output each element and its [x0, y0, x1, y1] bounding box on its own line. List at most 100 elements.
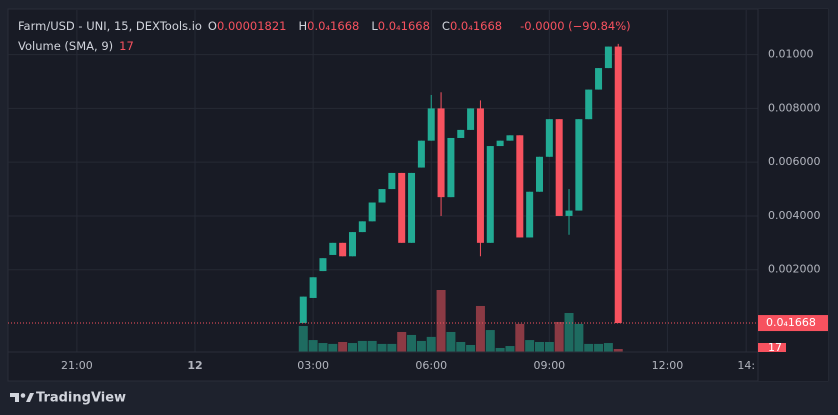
candle-body: [358, 221, 366, 233]
ohlc-item: L0.0₄1668: [371, 19, 436, 33]
volume-bar: [613, 349, 623, 352]
candle-body: [319, 258, 327, 272]
volume-bar: [397, 331, 407, 352]
volume-bar: [347, 343, 357, 352]
legend-row: Farm/USD - UNI, 15, DEXTools.io O0.000018…: [18, 16, 637, 36]
candle-body: [575, 119, 583, 211]
legend-row: Volume (SMA, 9) 17: [18, 36, 637, 56]
last-price-tag: [758, 315, 828, 332]
brand: TradingView: [36, 391, 126, 406]
brand-logo: [10, 393, 34, 402]
candle-body: [339, 242, 347, 257]
ohlc-key: C: [441, 19, 450, 33]
volume-bar: [544, 341, 554, 352]
candle-body: [467, 108, 475, 130]
ohlc-item: C0.0₄1668: [442, 19, 508, 33]
candle-body: [516, 135, 524, 238]
symbol: Farm/USD - UNI, 15, DEXTools.io: [18, 19, 202, 33]
volume-tag-label: 17: [768, 341, 782, 354]
y-tick-label: 0.01000: [768, 48, 814, 61]
volume-tag: [758, 343, 786, 352]
candle-body: [398, 172, 406, 243]
volume-bar: [416, 340, 426, 352]
x-tick-label: 09:00: [533, 359, 565, 372]
candle-body: [545, 119, 553, 157]
volume-bar: [466, 344, 476, 352]
candle-body: [437, 108, 445, 198]
candle-body: [457, 129, 465, 138]
volume-bar: [564, 313, 574, 352]
candle-body: [565, 210, 573, 216]
volume-bar: [603, 343, 613, 352]
volume-bar: [298, 326, 308, 352]
candle-body: [447, 137, 455, 198]
ohlc-value: 0.0₄1668: [307, 19, 360, 33]
candle-body: [427, 108, 435, 141]
volume-bar: [357, 340, 367, 352]
volume-bar: [485, 330, 495, 352]
ohlc-key: H: [298, 19, 308, 33]
volume-bar: [475, 305, 485, 352]
volume-bar: [554, 321, 564, 352]
x-tick-label: 14:: [737, 359, 755, 372]
ohlc-item: H0.0₄1668: [299, 19, 366, 33]
x-tick-label: 06:00: [415, 359, 447, 372]
volume-bar: [338, 341, 348, 352]
volume-bar: [367, 340, 377, 352]
volume-bar: [426, 336, 436, 352]
volume-bar: [495, 347, 505, 352]
ohlc-key: L: [371, 19, 378, 33]
candle-body: [555, 119, 563, 216]
candle-body: [595, 68, 603, 90]
y-tick-label: 0.008000: [768, 101, 821, 114]
volume-bar: [436, 290, 446, 352]
chart-panel: [7, 8, 829, 382]
candle-body: [486, 146, 494, 243]
candle-body: [496, 140, 504, 147]
ohlc-value: 0.00001821: [216, 19, 287, 33]
candle-body: [585, 89, 593, 120]
volume-bar: [328, 343, 338, 352]
candle-body: [614, 46, 622, 324]
candle-body: [368, 202, 376, 222]
x-tick-label: 03:00: [297, 359, 329, 372]
volume-bar: [407, 334, 417, 352]
volume-bar: [574, 323, 584, 352]
y-tick-label: 0.004000: [768, 209, 821, 222]
y-tick-label: 0.002000: [768, 263, 821, 276]
volume-bar: [534, 341, 544, 352]
ohlc: O0.00001821 H0.0₄1668 L0.0₄1668 C0.0₄1668: [208, 19, 514, 33]
candle-body: [476, 108, 484, 243]
candle-body: [329, 242, 337, 255]
candle-body: [388, 172, 396, 190]
volume-bar: [525, 340, 535, 352]
candle-body: [506, 135, 514, 141]
volume-bar: [446, 331, 456, 352]
candle-body: [417, 140, 425, 168]
change: -0.0000 (−90.84%): [520, 19, 631, 33]
volume-bar: [594, 343, 604, 352]
x-tick-label: 12:00: [652, 359, 684, 372]
volume-bar: [377, 343, 387, 352]
ohlc-item: O0.00001821: [208, 19, 293, 33]
candle-body: [378, 189, 386, 203]
candle-body: [526, 191, 534, 238]
candle-body: [408, 172, 416, 243]
plot-area: [8, 43, 758, 352]
y-tick-label: 0.006000: [768, 155, 821, 168]
volume-bar: [318, 343, 328, 352]
volume-value: 17: [119, 39, 134, 53]
candle-body: [535, 156, 543, 192]
candle-body: [299, 296, 307, 324]
grid: [8, 10, 758, 352]
volume-bar: [584, 343, 594, 352]
volume-bar: [456, 341, 466, 352]
volume-bar: [505, 346, 515, 352]
x-tick-label: 12: [187, 359, 202, 372]
volume-label: Volume (SMA, 9): [18, 39, 114, 53]
candle-body: [604, 46, 612, 69]
volume-bar: [308, 340, 318, 352]
ohlc-value: 0.0₄1668: [449, 19, 503, 33]
